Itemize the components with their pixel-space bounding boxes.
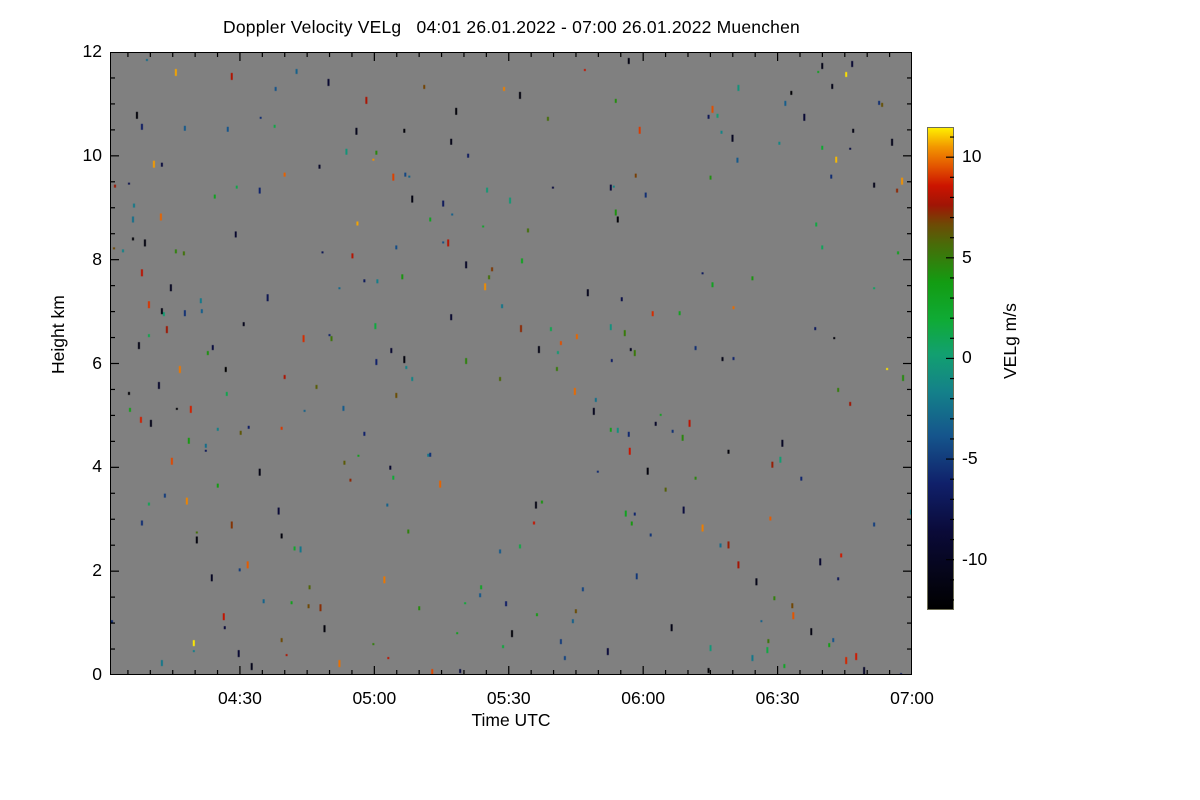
x-tick-label: 06:30 xyxy=(755,688,800,708)
colorbar-tick-label: -5 xyxy=(962,448,978,469)
colorbar-title: VELg m/s xyxy=(1000,303,1024,579)
x-tick-label: 04:30 xyxy=(218,688,262,708)
plot-area[interactable] xyxy=(110,52,912,675)
y-tick-label: 2 xyxy=(92,560,102,581)
y-tick-label: 10 xyxy=(82,144,102,165)
x-tick-label: 05:30 xyxy=(486,688,531,708)
page-title: Doppler Velocity VELg 04:01 26.01.2022 -… xyxy=(223,17,800,37)
colorbar-gradient xyxy=(928,128,953,609)
x-tick-label: 06:00 xyxy=(621,688,666,708)
colorbar-tick-label: -10 xyxy=(962,548,988,569)
colorbar-tick-label: 10 xyxy=(962,146,982,167)
colorbar[interactable] xyxy=(927,127,954,610)
colorbar-tick-label: 0 xyxy=(962,347,972,368)
y-tick-label: 4 xyxy=(92,456,102,477)
y-tick-label: 8 xyxy=(92,248,102,269)
colorbar-tick-label: 5 xyxy=(962,246,972,267)
x-tick-label: 07:00 xyxy=(890,688,934,708)
y-tick-label: 0 xyxy=(92,664,102,684)
x-axis-title: Time UTC xyxy=(471,710,551,730)
y-tick-label: 6 xyxy=(92,352,102,373)
colorbar-title-text: VELg m/s xyxy=(1000,303,1020,379)
heatmap-data-canvas xyxy=(111,53,911,674)
x-tick-label: 05:00 xyxy=(352,688,397,708)
y-axis-tick-labels: 0 2 4 6 8 10 12 xyxy=(40,0,102,800)
y-tick-label: 12 xyxy=(82,41,102,61)
